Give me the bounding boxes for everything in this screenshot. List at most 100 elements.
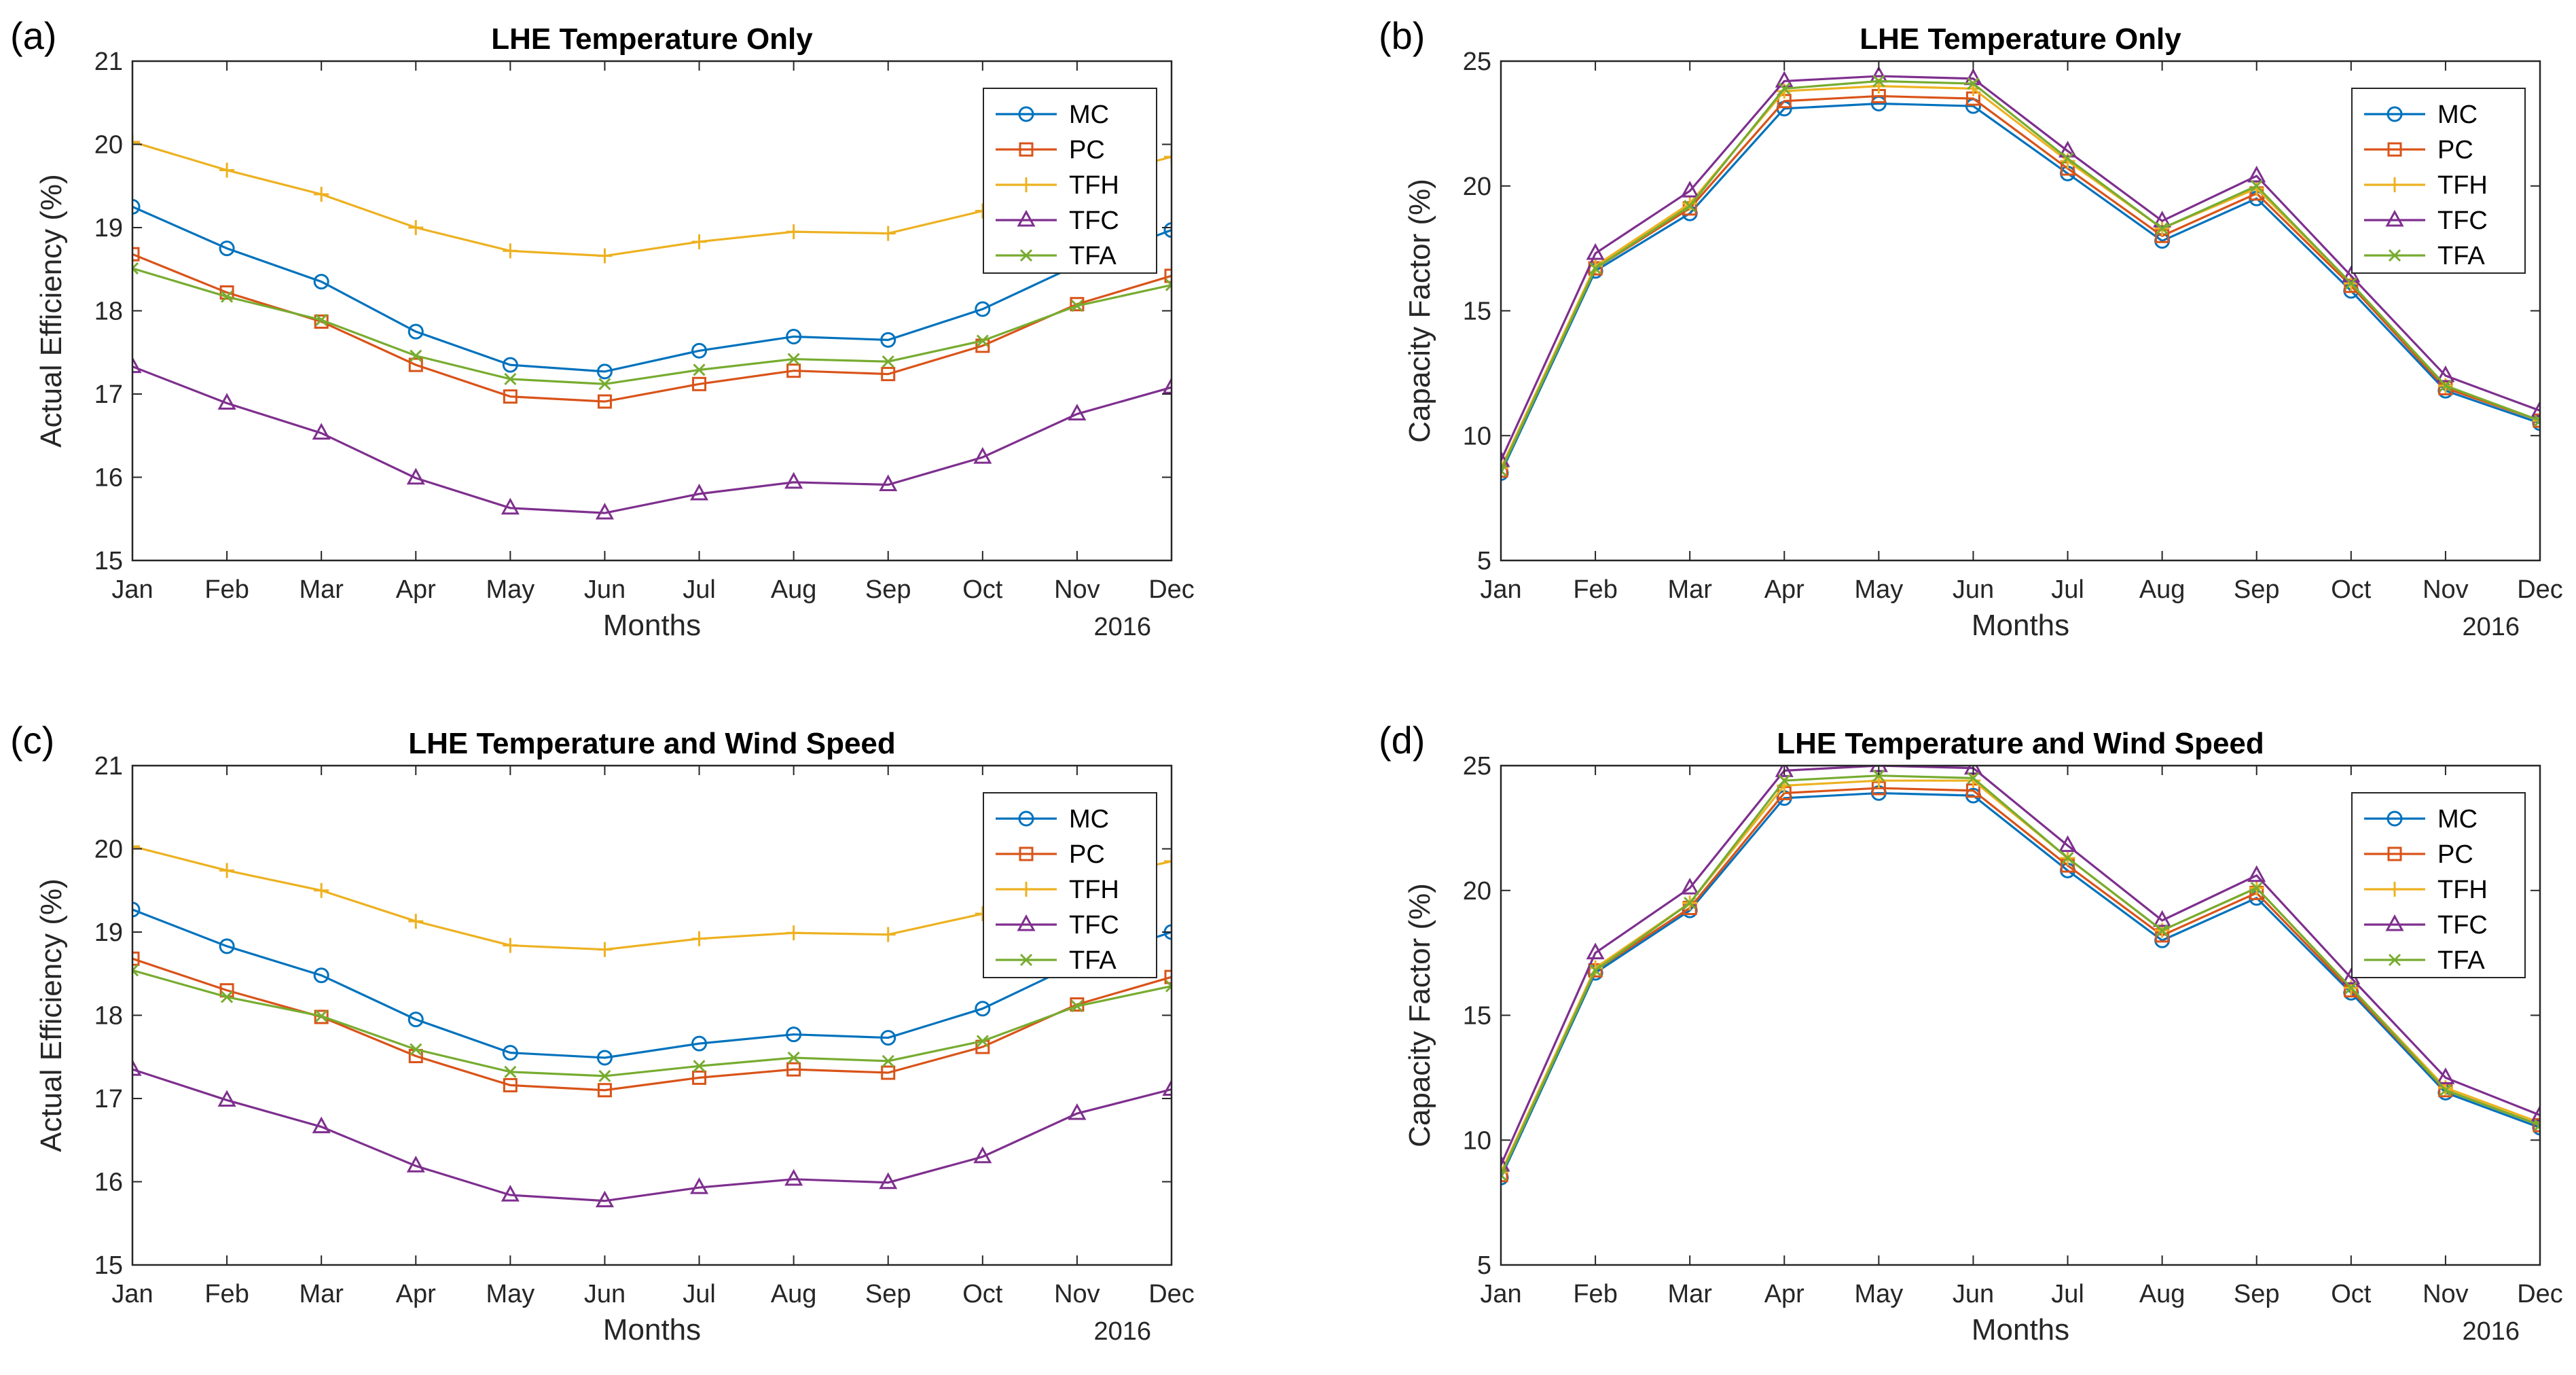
data-point-tfa bbox=[598, 1069, 611, 1082]
legend-label: TFC bbox=[2437, 911, 2488, 940]
data-point-tfa bbox=[976, 1035, 989, 1048]
panel-label: (d) bbox=[1379, 719, 1425, 762]
chart-title: LHE Temperature Only bbox=[1860, 22, 2181, 56]
x-axis-label: Months bbox=[603, 609, 701, 642]
y-tick-label: 10 bbox=[1463, 1126, 1491, 1155]
data-point-tfc bbox=[501, 1184, 520, 1202]
data-point-tfa bbox=[315, 313, 328, 327]
x-tick-label: Dec bbox=[2517, 1280, 2563, 1308]
legend: MC PC TFH TFC TFA bbox=[983, 792, 1157, 978]
y-tick-label: 21 bbox=[94, 752, 123, 781]
data-point-mc bbox=[691, 1035, 708, 1052]
legend-item-pc: PC bbox=[2364, 840, 2473, 869]
data-point-mc bbox=[1163, 222, 1172, 238]
legend-label: TFH bbox=[1069, 171, 1119, 200]
x-tick-label: Jan bbox=[111, 1280, 153, 1308]
data-point-mc bbox=[407, 323, 424, 340]
series-line-tfa bbox=[132, 969, 1172, 1077]
series-group bbox=[1501, 766, 2540, 1185]
data-point-tfa bbox=[410, 1043, 422, 1056]
data-point-tfa bbox=[315, 1010, 328, 1022]
x-tick-label: Dec bbox=[1148, 575, 1195, 604]
y-tick-label: 16 bbox=[94, 464, 123, 493]
data-point-mc bbox=[219, 240, 235, 257]
data-point-tfc bbox=[2153, 211, 2172, 228]
legend: MC PC TFH TFC TFA bbox=[2351, 792, 2526, 978]
data-point-tfc bbox=[595, 1190, 614, 1208]
data-point-tfa bbox=[1778, 82, 1791, 95]
x-tick-label: Apr bbox=[1764, 575, 1804, 604]
data-point-tfh bbox=[314, 882, 329, 898]
legend-marker bbox=[2385, 209, 2404, 227]
data-point-tfc bbox=[1680, 180, 1699, 198]
y-tick-label: 18 bbox=[94, 1002, 123, 1031]
data-point-tfa bbox=[787, 353, 800, 365]
x-tick-label: Aug bbox=[2139, 1280, 2185, 1308]
series-line-tfc bbox=[132, 365, 1172, 514]
chart-title: LHE Temperature and Wind Speed bbox=[408, 727, 896, 760]
data-point-mc bbox=[880, 1030, 896, 1046]
legend-marker bbox=[2387, 846, 2402, 861]
data-point-tfa bbox=[1967, 77, 1980, 90]
legend-item-mc: MC bbox=[996, 805, 1109, 834]
legend-label: TFH bbox=[2437, 171, 2488, 200]
legend-item-pc: PC bbox=[2364, 136, 2473, 164]
legend-item-tfa: TFA bbox=[996, 242, 1117, 270]
x-tick-label: Mar bbox=[1667, 1280, 1712, 1308]
data-point-pc bbox=[692, 376, 707, 391]
data-point-tfc bbox=[2058, 835, 2078, 853]
data-point-tfa bbox=[882, 1054, 894, 1067]
data-point-tfa bbox=[2156, 924, 2169, 937]
legend-item-pc: PC bbox=[996, 136, 1105, 164]
data-point-pc bbox=[597, 394, 612, 409]
legend-label: TFA bbox=[2437, 946, 2485, 975]
y-axis-label: Actual Efficiency (%) bbox=[35, 174, 68, 448]
data-point-tfa bbox=[2344, 982, 2357, 995]
x-tick-label: Mar bbox=[299, 1280, 344, 1308]
x-tick-label: Jul bbox=[2051, 575, 2084, 604]
data-point-tfc bbox=[690, 1177, 709, 1194]
data-point-tfc bbox=[217, 1090, 236, 1107]
legend-label: MC bbox=[2437, 805, 2478, 834]
legend-item-tfc: TFC bbox=[2364, 207, 2488, 235]
data-point-tfc bbox=[1775, 71, 1794, 88]
data-point-tfc bbox=[2436, 365, 2455, 382]
data-point-mc bbox=[132, 901, 141, 918]
data-point-pc bbox=[786, 363, 801, 378]
x-tick-label: Nov bbox=[2423, 575, 2469, 604]
legend-marker bbox=[1019, 249, 1033, 262]
x-tick-label: Feb bbox=[1573, 1280, 1617, 1308]
y-tick-label: 20 bbox=[94, 836, 123, 864]
legend-label: TFH bbox=[2437, 876, 2488, 904]
data-point-tfa bbox=[2061, 851, 2074, 865]
data-point-tfh bbox=[1164, 853, 1172, 869]
x-tick-label: Oct bbox=[2331, 1280, 2372, 1308]
year-label: 2016 bbox=[2462, 613, 2520, 641]
legend-item-pc: PC bbox=[996, 840, 1105, 869]
y-tick-label: 20 bbox=[94, 131, 123, 160]
panel-label: (a) bbox=[10, 14, 56, 57]
legend-item-mc: MC bbox=[2364, 101, 2478, 129]
data-point-tfa bbox=[1684, 200, 1697, 213]
data-point-pc bbox=[1164, 268, 1172, 283]
data-point-tfc bbox=[690, 483, 709, 501]
data-point-tfa bbox=[221, 990, 234, 1003]
data-point-pc bbox=[2533, 1118, 2540, 1132]
data-point-tfh bbox=[1682, 196, 1698, 211]
x-tick-label: Oct bbox=[962, 1280, 1003, 1308]
legend-marker bbox=[2387, 106, 2403, 122]
data-point-pc bbox=[132, 951, 140, 966]
axes-box bbox=[1500, 764, 2541, 1266]
data-point-tfh bbox=[691, 234, 707, 249]
axes-box bbox=[131, 60, 1173, 562]
legend-marker bbox=[2388, 249, 2401, 262]
y-tick-label: 20 bbox=[1463, 173, 1491, 201]
series-line-mc bbox=[132, 908, 1172, 1059]
data-point-tfa bbox=[1967, 772, 1980, 785]
data-point-tfc bbox=[1068, 404, 1087, 421]
data-point-tfc bbox=[784, 1168, 803, 1186]
y-tick-label: 17 bbox=[94, 1085, 123, 1113]
x-axis-label: Months bbox=[603, 1313, 701, 1346]
data-point-tfc bbox=[2530, 1105, 2540, 1122]
data-point-tfh bbox=[503, 243, 518, 259]
